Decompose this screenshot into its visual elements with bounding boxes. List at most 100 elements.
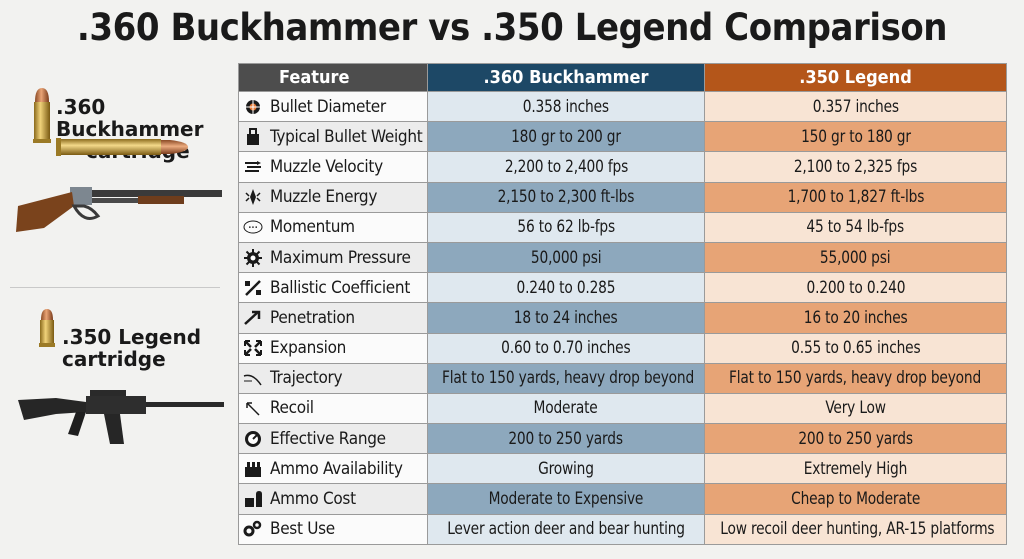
- buckhammer-value-cell: 0.358 inches: [427, 90, 705, 123]
- feature-cell: Muzzle Energy: [238, 181, 428, 213]
- feature-label: Muzzle Velocity: [270, 156, 383, 177]
- feature-label: Ammo Availability: [270, 458, 403, 479]
- feature-cell: Ammo Availability: [238, 453, 428, 485]
- ammo-box-icon: [243, 460, 265, 478]
- legend-value-cell: 2,100 to 2,325 fps: [704, 151, 1007, 183]
- feature-label: Muzzle Energy: [270, 187, 378, 208]
- legend-value-cell: 1,700 to 1,827 ft-lbs: [704, 181, 1007, 213]
- feature-label: Momentum: [270, 217, 355, 238]
- ammo-cost-icon: [243, 490, 265, 508]
- legend-value-cell: Flat to 150 yards, heavy drop beyond: [704, 362, 1007, 394]
- buckhammer-value: Growing: [538, 458, 594, 479]
- ar15-rifle-image: [18, 390, 224, 444]
- buckhammer-value-cell: 50,000 psi: [427, 241, 705, 274]
- table-row: Trajectory Flat to 150 yards, heavy drop …: [238, 362, 1007, 394]
- svg-text:•••: •••: [248, 225, 258, 232]
- legend-value-cell: 150 gr to 180 gr: [704, 121, 1007, 153]
- buckhammer-value-cell: 2,200 to 2,400 fps: [427, 151, 705, 183]
- lever-action-rifle-image: [16, 187, 222, 232]
- buckhammer-value-cell: 2,150 to 2,300 ft-lbs: [427, 181, 705, 213]
- buckhammer-value: Moderate: [533, 398, 599, 419]
- legend-value: Very Low: [825, 398, 886, 419]
- speed-lines-icon: [243, 158, 265, 176]
- buckhammer-value-cell: 18 to 24 inches: [427, 302, 705, 334]
- table-row: Bullet Diameter 0.358 inches 0.357 inches: [238, 90, 1007, 123]
- legend-value-cell: Extremely High: [704, 453, 1007, 485]
- feature-label: Trajectory: [270, 368, 343, 389]
- buckhammer-cartridge-upright-image: [33, 88, 51, 143]
- feature-label: Ammo Cost: [270, 489, 356, 510]
- buckhammer-value-cell: 200 to 250 yards: [427, 423, 705, 455]
- table-row: Recoil Moderate Very Low: [238, 392, 1007, 425]
- feature-cell: Effective Range: [238, 423, 428, 455]
- buckhammer-value-cell: 0.240 to 0.285: [427, 272, 705, 304]
- legend-value-cell: 55,000 psi: [704, 241, 1007, 274]
- arrow-in-icon: [243, 309, 265, 327]
- legend-value-cell: Cheap to Moderate: [704, 483, 1007, 515]
- buckhammer-value: 56 to 62 lb-fps: [517, 217, 615, 238]
- feature-cell: Muzzle Velocity: [238, 151, 428, 183]
- feature-cell: Maximum Pressure: [238, 241, 428, 274]
- recoil-arrow-icon: [243, 399, 265, 417]
- target-range-icon: [243, 430, 265, 448]
- feature-cell: Best Use: [238, 513, 428, 545]
- table-row: Typical Bullet Weight 180 gr to 200 gr 150…: [238, 121, 1007, 153]
- trajectory-curve-icon: [243, 369, 265, 387]
- buckhammer-value: 2,200 to 2,400 fps: [504, 156, 628, 177]
- buckhammer-cartridge-horizontal-image: [56, 138, 188, 156]
- gear-icon: [243, 248, 265, 267]
- buckhammer-value: 0.240 to 0.285: [516, 277, 616, 298]
- feature-label: Penetration: [270, 307, 355, 328]
- buckhammer-value: Moderate to Expensive: [488, 489, 644, 510]
- gears-icon: [243, 520, 265, 538]
- comparison-table: Feature .360 Buckhammer .350 Legend Bull…: [238, 63, 1007, 545]
- legend-value: 16 to 20 inches: [803, 307, 908, 328]
- expand-arrows-icon: [243, 339, 265, 357]
- feature-cell: Typical Bullet Weight: [238, 121, 428, 153]
- buckhammer-value-cell: Moderate to Expensive: [427, 483, 705, 515]
- legend-value: 0.200 to 0.240: [806, 277, 905, 298]
- table-row: Ammo Cost Moderate to Expensive Cheap to M…: [238, 483, 1007, 515]
- legend-value-cell: 45 to 54 lb-fps: [704, 211, 1007, 243]
- legend-value: 2,100 to 2,325 fps: [793, 156, 918, 177]
- table-row: Muzzle Velocity 2,200 to 2,400 fps 2,100 t…: [238, 151, 1007, 183]
- table-row: Expansion 0.60 to 0.70 inches 0.55 to 0.65…: [238, 332, 1007, 364]
- feature-cell: Penetration: [238, 302, 428, 334]
- buckhammer-value-cell: Moderate: [427, 392, 705, 425]
- feature-cell: Bullet Diameter: [238, 90, 428, 123]
- legend-value-cell: Low recoil deer hunting, AR-15 platforms: [704, 513, 1007, 545]
- buckhammer-value: 2,150 to 2,300 ft-lbs: [497, 187, 635, 208]
- legend-label: .350 Legend cartridge: [62, 325, 202, 371]
- buckhammer-value-cell: 56 to 62 lb-fps: [427, 211, 705, 243]
- legend-value: 55,000 psi: [820, 247, 891, 268]
- legend-value-cell: 200 to 250 yards: [704, 423, 1007, 455]
- legend-value: Cheap to Moderate: [791, 489, 920, 510]
- feature-label: Expansion: [270, 338, 347, 359]
- table-row: Ballistic Coefficient 0.240 to 0.285 0.200…: [238, 272, 1007, 304]
- buckhammer-value: Lever action deer and bear hunting: [447, 519, 685, 540]
- buckhammer-value: 0.358 inches: [522, 96, 610, 117]
- momentum-icon: •••: [243, 218, 265, 236]
- legend-panel: .350 Legend cartridge: [0, 290, 234, 559]
- legend-value: 0.55 to 0.65 inches: [790, 338, 921, 359]
- table-row: Muzzle Energy 2,150 to 2,300 ft-lbs 1,700 …: [238, 181, 1007, 213]
- feature-cell: Trajectory: [238, 362, 428, 394]
- buckhammer-value: 50,000 psi: [530, 247, 602, 268]
- feature-cell: Ballistic Coefficient: [238, 272, 428, 304]
- crosshair-icon: [243, 98, 265, 116]
- buckhammer-value: 200 to 250 yards: [508, 428, 624, 449]
- table-row: Ammo Availability Growing Extremely High: [238, 453, 1007, 485]
- feature-cell: Ammo Cost: [238, 483, 428, 515]
- feature-cell: Expansion: [238, 332, 428, 364]
- buckhammer-value-cell: Lever action deer and bear hunting: [427, 513, 705, 545]
- buckhammer-value-cell: 0.60 to 0.70 inches: [427, 332, 705, 364]
- feature-column-header: Feature: [238, 63, 428, 92]
- feature-cell: Recoil: [238, 392, 428, 425]
- legend-value: Extremely High: [803, 458, 908, 479]
- legend-value: 150 gr to 180 gr: [800, 126, 911, 147]
- legend-value-cell: 16 to 20 inches: [704, 302, 1007, 334]
- feature-cell: ••• Momentum: [238, 211, 428, 243]
- feature-label: Ballistic Coefficient: [270, 277, 411, 298]
- buckhammer-value-cell: Flat to 150 yards, heavy drop beyond: [427, 362, 705, 394]
- buckhammer-value: Flat to 150 yards, heavy drop beyond: [442, 368, 695, 389]
